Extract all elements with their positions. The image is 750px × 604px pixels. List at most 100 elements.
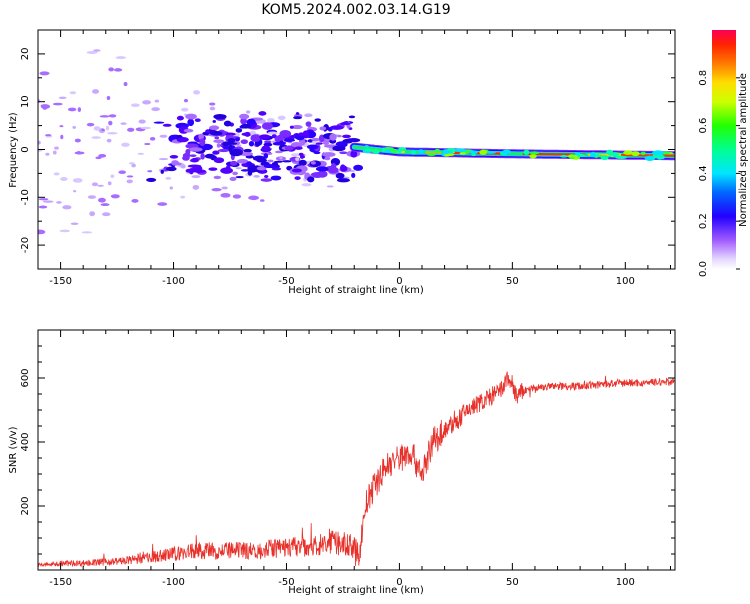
spectrogram-xtick-label: -150 bbox=[49, 276, 72, 287]
spectral-blob bbox=[92, 182, 98, 186]
snr-ytick-label: 200 bbox=[20, 496, 31, 515]
colorbar-tick-label: 0.0 bbox=[698, 261, 709, 277]
trace-spot bbox=[479, 150, 487, 155]
spectral-blob bbox=[353, 165, 363, 171]
spectral-blob bbox=[248, 196, 259, 201]
spectral-blob bbox=[166, 167, 177, 172]
spectral-blob bbox=[273, 142, 284, 146]
spectral-blob bbox=[192, 165, 202, 171]
spectral-blob bbox=[118, 170, 126, 174]
spectral-blob bbox=[261, 178, 273, 182]
spectral-blob bbox=[126, 179, 132, 183]
spectral-blob bbox=[224, 121, 232, 127]
spectral-blob bbox=[250, 134, 260, 142]
spectral-blob bbox=[236, 176, 244, 178]
spectral-blob bbox=[330, 125, 343, 130]
spectral-blob bbox=[304, 113, 312, 117]
spectral-blob bbox=[82, 231, 93, 233]
spectral-blob bbox=[279, 130, 291, 138]
spectral-blob bbox=[294, 176, 300, 180]
spectral-blob bbox=[295, 157, 299, 161]
spectral-blob bbox=[271, 176, 282, 181]
spectral-blob bbox=[180, 196, 185, 199]
spectral-blob bbox=[229, 149, 242, 156]
spectral-blob bbox=[236, 128, 243, 133]
spectral-blob bbox=[259, 134, 270, 139]
snr-xtick-label: -150 bbox=[49, 577, 72, 588]
spectral-blob bbox=[109, 114, 117, 117]
spectrogram-ylabel: Frequency (Hz) bbox=[8, 112, 19, 188]
spectral-blob bbox=[214, 137, 219, 140]
spectral-blob bbox=[101, 129, 104, 132]
spectral-blob bbox=[102, 212, 110, 216]
spectral-blob bbox=[73, 190, 76, 192]
spectral-blob bbox=[141, 127, 151, 129]
spectral-blob bbox=[184, 99, 188, 103]
trace-spot bbox=[529, 154, 536, 158]
spectral-blob bbox=[249, 141, 254, 146]
spectral-blob bbox=[95, 157, 101, 160]
spectral-blob bbox=[184, 129, 194, 133]
spectral-blob bbox=[68, 108, 76, 112]
spectral-blob bbox=[246, 110, 250, 113]
snr-xlabel: Height of straight line (km) bbox=[288, 585, 424, 596]
spectrogram-ytick-label: 20 bbox=[20, 48, 31, 61]
spectral-blob bbox=[284, 139, 295, 142]
spectral-blob bbox=[111, 194, 120, 198]
spectral-blob bbox=[264, 164, 276, 168]
spectral-blob bbox=[185, 149, 190, 155]
spectral-blob bbox=[258, 111, 266, 116]
spectral-blob bbox=[193, 90, 200, 94]
spectral-blob bbox=[328, 167, 339, 174]
spectrogram-marks bbox=[34, 49, 675, 234]
trace-spot bbox=[418, 149, 423, 154]
spectral-blob bbox=[264, 175, 268, 178]
spectral-blob bbox=[236, 167, 242, 169]
spectral-blob bbox=[217, 143, 221, 148]
spectral-blob bbox=[56, 201, 62, 204]
trace-spot bbox=[373, 149, 380, 154]
spectral-blob bbox=[75, 151, 85, 154]
spectral-blob bbox=[324, 156, 330, 160]
trace-spot bbox=[652, 150, 664, 155]
spectral-blob bbox=[191, 158, 199, 163]
spectral-blob bbox=[248, 170, 253, 176]
spectral-blob bbox=[91, 136, 101, 139]
snr-ylabel: SNR (v/v) bbox=[8, 426, 19, 473]
spectral-blob bbox=[124, 82, 128, 86]
spectral-blob bbox=[131, 199, 138, 203]
spectral-blob bbox=[191, 175, 200, 178]
spectral-blob bbox=[163, 124, 172, 127]
snr-frame bbox=[38, 330, 675, 570]
spectral-blob bbox=[110, 175, 114, 178]
spectral-blob bbox=[311, 138, 320, 141]
spectral-blob bbox=[87, 123, 94, 127]
trace-spot bbox=[443, 149, 448, 152]
spectral-blob bbox=[213, 139, 224, 143]
spectral-blob bbox=[299, 160, 307, 166]
spectral-blob bbox=[349, 115, 355, 118]
spectral-blob bbox=[35, 230, 46, 235]
spectral-blob bbox=[70, 91, 77, 94]
spectral-blob bbox=[323, 141, 329, 145]
spectral-blob bbox=[186, 169, 193, 173]
trace-spot bbox=[365, 145, 369, 148]
spectral-blob bbox=[200, 153, 205, 160]
spectral-blob bbox=[53, 151, 57, 155]
spectral-blob bbox=[278, 116, 286, 120]
spectral-blob bbox=[59, 97, 67, 99]
trace-spot bbox=[427, 153, 437, 156]
trace-spot bbox=[398, 147, 406, 151]
trace-spot bbox=[609, 153, 618, 155]
spectral-blob bbox=[210, 131, 223, 136]
spectral-blob bbox=[72, 126, 76, 129]
spectral-blob bbox=[298, 132, 304, 136]
trace-spot bbox=[560, 155, 568, 158]
spectral-blob bbox=[170, 155, 178, 159]
spectral-blob bbox=[221, 186, 227, 189]
spectral-blob bbox=[190, 154, 197, 157]
spectral-blob bbox=[107, 132, 118, 134]
spectral-blob bbox=[161, 170, 164, 174]
spectral-blob bbox=[146, 178, 156, 182]
